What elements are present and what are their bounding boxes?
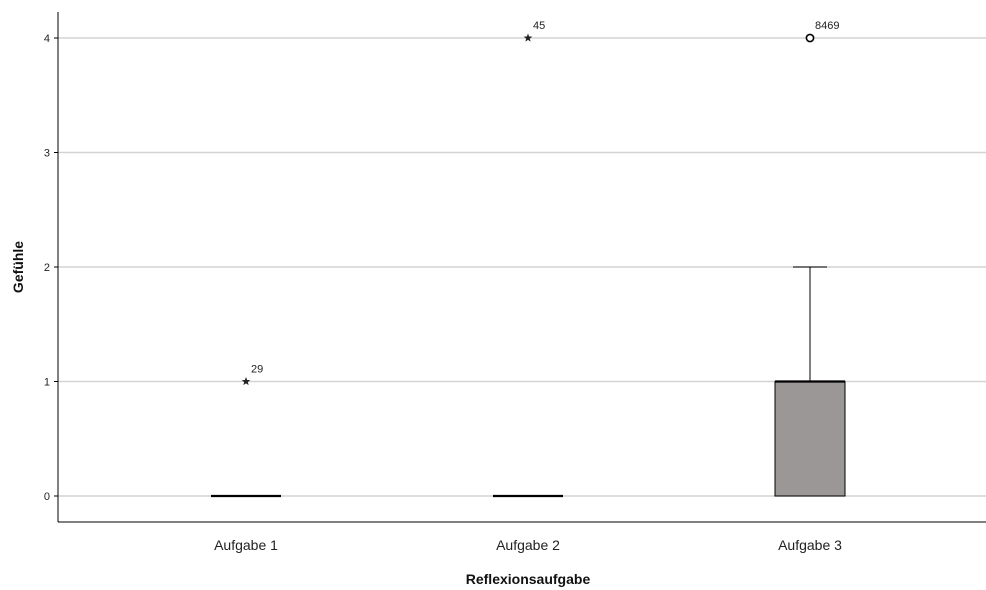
outlier-circle: [805, 33, 815, 43]
y-tick-label: 1: [44, 377, 50, 389]
box-group: 29: [211, 364, 281, 498]
y-tick-label: 4: [44, 33, 50, 45]
x-category-label: Aufgabe 1: [214, 537, 278, 553]
y-axis-title: Gefühle: [10, 241, 26, 293]
grid-lines: [58, 37, 986, 497]
boxes: 29 45 8469: [211, 20, 846, 498]
y-ticks: 0 1 2 3 4: [44, 33, 58, 503]
box-group: 45: [493, 20, 563, 498]
outlier-label: 29: [251, 364, 263, 376]
x-axis-title: Reflexionsaufgabe: [466, 571, 591, 587]
y-tick-label: 2: [44, 262, 50, 274]
outlier-label: 45: [533, 20, 545, 32]
outlier-label: 8469: [815, 20, 839, 32]
y-tick-label: 0: [44, 491, 50, 503]
box-group: 8469: [774, 20, 846, 497]
x-category-label: Aufgabe 3: [778, 537, 842, 553]
box-iqr: [774, 381, 846, 497]
outlier-star: [523, 33, 533, 42]
y-tick-label: 3: [44, 148, 50, 160]
outlier-star: [241, 377, 251, 386]
category-labels: Aufgabe 1 Aufgabe 2 Aufgabe 3: [214, 537, 842, 553]
x-category-label: Aufgabe 2: [496, 537, 560, 553]
